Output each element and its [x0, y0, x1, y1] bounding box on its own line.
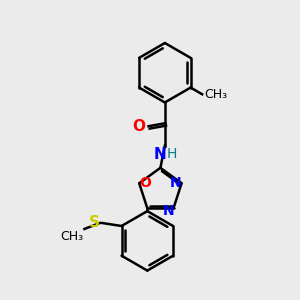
- Text: N: N: [163, 204, 175, 218]
- Text: N: N: [170, 176, 182, 190]
- Text: CH₃: CH₃: [205, 88, 228, 101]
- Text: O: O: [139, 176, 151, 190]
- Text: N: N: [153, 147, 166, 162]
- Text: O: O: [132, 119, 145, 134]
- Text: S: S: [89, 215, 100, 230]
- Text: H: H: [167, 147, 178, 161]
- Text: CH₃: CH₃: [60, 230, 83, 244]
